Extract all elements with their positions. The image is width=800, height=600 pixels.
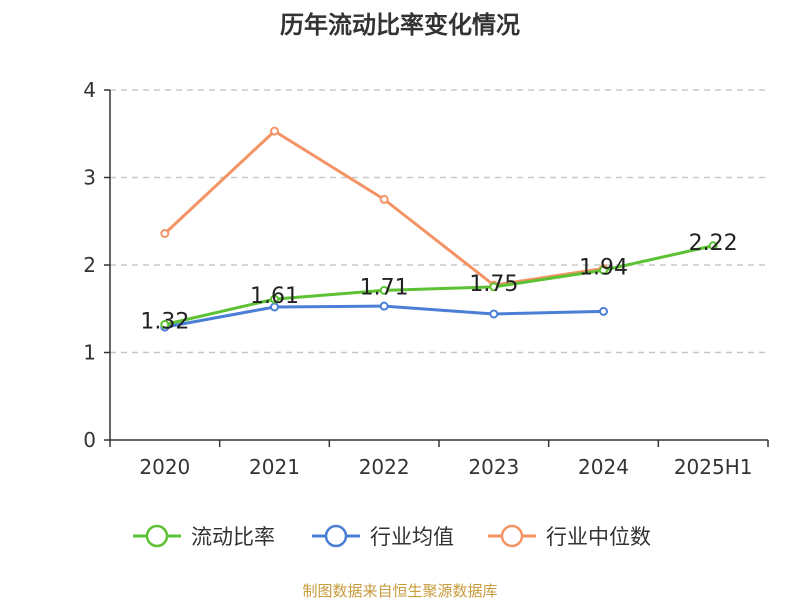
x-tick-label: 2022 [359, 455, 410, 479]
x-tick-label: 2023 [468, 455, 519, 479]
data-point [270, 294, 279, 304]
legend-label: 行业均值 [370, 525, 454, 549]
x-tick-label: 2021 [249, 455, 300, 479]
y-tick-label: 4 [83, 78, 96, 102]
y-tick-label: 2 [83, 253, 96, 277]
data-point [270, 126, 279, 136]
x-tick-label: 2020 [139, 455, 190, 479]
legend-swatch-marker [324, 524, 348, 548]
legend-item[interactable]: 流动比率 [133, 524, 275, 549]
y-tick-label: 0 [83, 428, 96, 452]
x-tick-label: 2025H1 [674, 455, 753, 479]
data-labels: 1.32 1.61 1.71 1.75 1.94 2.22 [140, 231, 737, 335]
x-tick-label: 2024 [578, 455, 629, 479]
data-point [599, 265, 608, 275]
data-point [489, 309, 499, 319]
legend-item[interactable]: 行业均值 [312, 524, 454, 549]
axes: 0 1 2 3 4 2020 2021 2022 2023 2024 2025H1 [83, 78, 769, 479]
data-point [489, 282, 499, 292]
legend-label: 行业中位数 [546, 525, 651, 549]
chart-title: 历年流动比率变化情况 [280, 11, 520, 39]
legend-label: 流动比率 [191, 525, 275, 549]
data-label: 1.94 [579, 255, 628, 280]
legend-item[interactable]: 行业中位数 [488, 524, 651, 549]
data-point [599, 306, 608, 316]
data-point [708, 241, 718, 251]
series-layer [160, 126, 718, 332]
legend-swatch-marker [500, 524, 524, 548]
y-tick-label: 3 [83, 166, 96, 190]
data-point [379, 301, 389, 311]
data-label: 1.61 [250, 284, 299, 309]
data-point [379, 194, 389, 204]
data-point [379, 285, 389, 295]
legend-swatch-marker [145, 524, 169, 548]
data-label: 1.32 [140, 310, 189, 335]
legend[interactable]: 流动比率 行业均值 行业中位数 [133, 524, 651, 549]
data-point [160, 320, 170, 329]
data-label: 2.22 [689, 231, 738, 256]
y-tick-label: 1 [83, 341, 96, 365]
data-label: 1.71 [360, 275, 409, 300]
series-line [163, 129, 604, 287]
data-label: 1.75 [469, 272, 518, 297]
source-note: 制图数据来自恒生聚源数据库 [302, 582, 497, 600]
data-point [160, 229, 170, 238]
series-line [164, 244, 714, 326]
